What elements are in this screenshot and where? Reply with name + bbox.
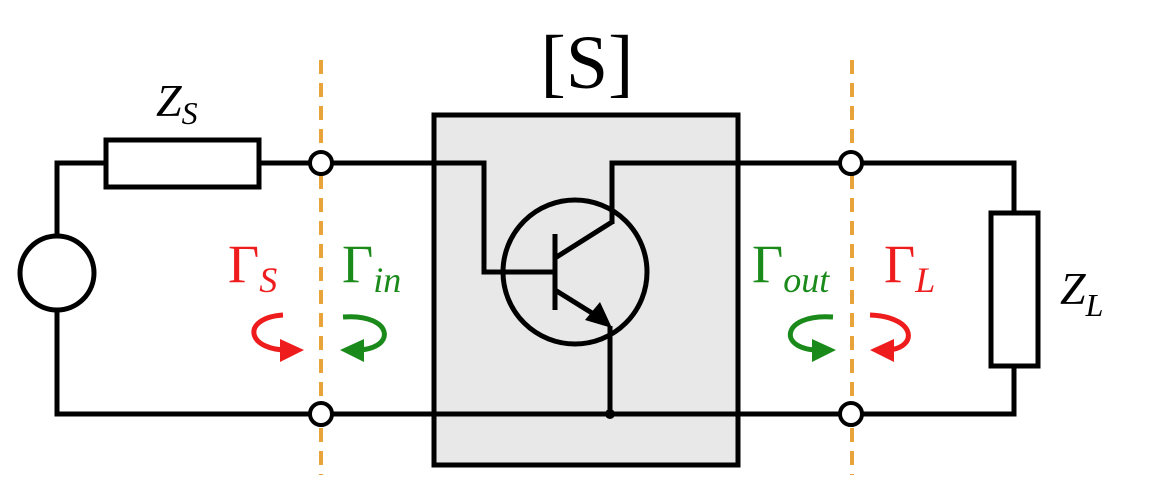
source-impedance-label: ZS xyxy=(156,75,198,131)
gamma-s-arrow xyxy=(251,312,293,353)
emitter-junction-dot xyxy=(605,409,615,419)
voltage-source-icon xyxy=(17,233,97,313)
transistor-envelope xyxy=(500,197,650,347)
load-impedance-label: ZL xyxy=(1060,263,1103,323)
output-port-terminal-bottom xyxy=(838,401,864,427)
source-bottom-wire xyxy=(54,308,310,417)
input-top-wire xyxy=(332,160,555,275)
gamma-s-label: ΓS xyxy=(228,234,277,300)
gamma-in-arrow xyxy=(342,314,387,353)
source-impedance-resistor xyxy=(103,137,262,190)
gamma-in-arrowhead xyxy=(340,339,364,362)
load-top-wire xyxy=(862,160,1017,213)
gamma-out-arrowhead xyxy=(812,339,836,362)
gamma-l-label: ΓL xyxy=(884,234,935,300)
transistor-collector-lead xyxy=(553,219,614,261)
output-port-terminal-top xyxy=(838,150,864,176)
load-impedance-resistor xyxy=(988,210,1041,369)
collector-wire xyxy=(609,160,840,224)
input-port-terminal-bottom xyxy=(308,401,334,427)
input-port-terminal-top xyxy=(308,150,334,176)
gamma-s-arrowhead xyxy=(280,339,304,362)
gamma-in-label: Γin xyxy=(342,234,401,300)
transistor-emitter-arrow xyxy=(585,302,612,328)
source-top-wire xyxy=(54,160,106,238)
load-bottom-wire xyxy=(862,366,1017,417)
gamma-l-arrowhead xyxy=(870,339,894,362)
s-matrix-label: [S] xyxy=(541,21,634,105)
gamma-out-label: Γout xyxy=(752,234,830,300)
gamma-out-arrow xyxy=(788,314,834,353)
